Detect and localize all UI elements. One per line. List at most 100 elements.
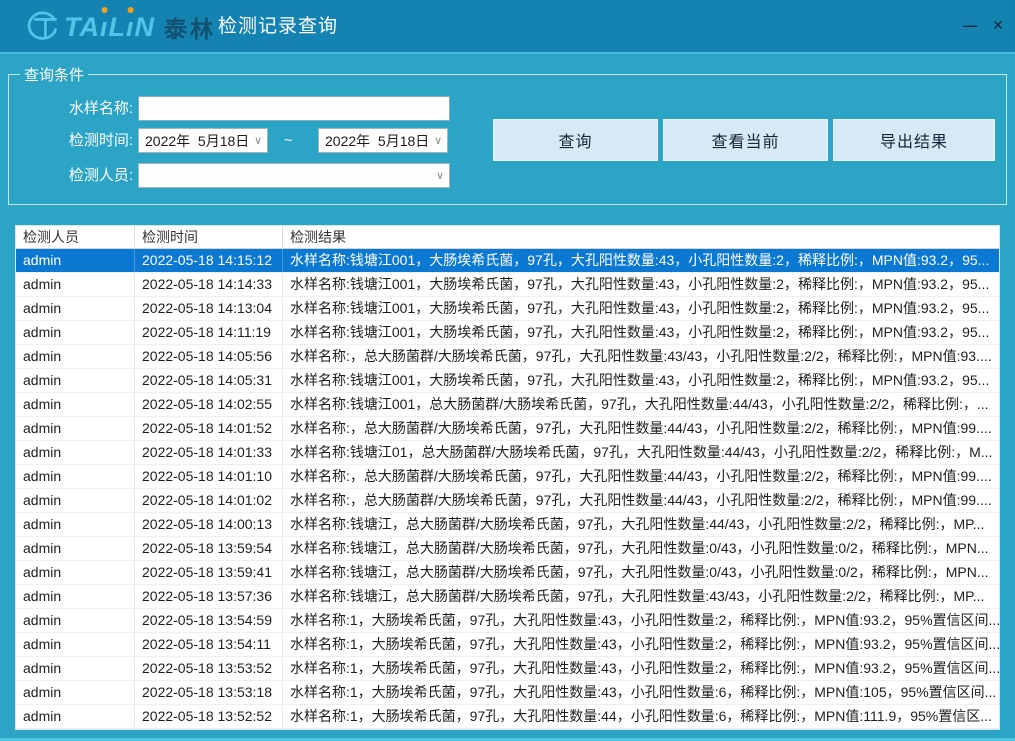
cell-time: 2022-05-18 14:01:52	[135, 417, 283, 440]
cell-time: 2022-05-18 13:52:52	[135, 705, 283, 728]
table-row[interactable]: admin 2022-05-18 13:54:11 水样名称:1，大肠埃希氏菌，…	[16, 633, 999, 657]
table-row[interactable]: admin 2022-05-18 13:57:36 水样名称:钱塘江，总大肠菌群…	[16, 585, 999, 609]
table-row[interactable]: admin 2022-05-18 13:52:52 水样名称:1，大肠埃希氏菌，…	[16, 705, 999, 729]
column-header-time[interactable]: 检测时间	[135, 226, 283, 248]
cell-person: admin	[16, 681, 135, 704]
cell-result: 水样名称:1，大肠埃希氏菌，97孔，大孔阳性数量:43，小孔阳性数量:6，稀释比…	[290, 684, 997, 700]
detection-person-combobox[interactable]: ∨	[138, 163, 450, 188]
chevron-down-icon[interactable]: ∨	[254, 135, 263, 147]
table-row[interactable]: admin 2022-05-18 14:05:56 水样名称:，总大肠菌群/大肠…	[16, 345, 999, 369]
cell-person: admin	[16, 297, 135, 320]
cell-person: admin	[16, 561, 135, 584]
table-row[interactable]: admin 2022-05-18 13:54:59 水样名称:1，大肠埃希氏菌，…	[16, 609, 999, 633]
query-conditions-legend: 查询条件	[24, 67, 85, 84]
cell-person: admin	[16, 585, 135, 608]
window-bottom-edge	[0, 738, 1015, 741]
table-row[interactable]: admin 2022-05-18 13:53:52 水样名称:1，大肠埃希氏菌，…	[16, 657, 999, 681]
cell-time: 2022-05-18 14:05:56	[135, 345, 283, 368]
cell-person: admin	[16, 465, 135, 488]
table-row[interactable]: admin 2022-05-18 14:05:31 水样名称:钱塘江001，大肠…	[16, 369, 999, 393]
date-from-value: 2022年 5月18日	[145, 132, 250, 149]
date-to-picker[interactable]: 2022年 5月18日 ∨	[318, 128, 448, 153]
column-header-result[interactable]: 检测结果	[290, 229, 346, 245]
detection-person-label: 检测人员:	[68, 167, 133, 184]
cell-time: 2022-05-18 13:54:11	[135, 633, 283, 656]
cell-person: admin	[16, 537, 135, 560]
cell-result: 水样名称:钱塘江，总大肠菌群/大肠埃希氏菌，97孔，大孔阳性数量:0/43，小孔…	[290, 540, 989, 556]
cell-person: admin	[16, 393, 135, 416]
cell-result: 水样名称:1，大肠埃希氏菌，97孔，大孔阳性数量:43，小孔阳性数量:2，稀释比…	[290, 636, 999, 652]
table-row[interactable]: admin 2022-05-18 13:59:54 水样名称:钱塘江，总大肠菌群…	[16, 537, 999, 561]
cell-result: 水样名称:1，大肠埃希氏菌，97孔，大孔阳性数量:43，小孔阳性数量:2，稀释比…	[290, 612, 999, 628]
date-range-separator: ~	[284, 132, 293, 149]
cell-time: 2022-05-18 14:05:31	[135, 369, 283, 392]
logo-dot-icon	[127, 6, 134, 13]
table-header-row: 检测人员 检测时间 检测结果	[16, 226, 999, 249]
table-row[interactable]: admin 2022-05-18 13:53:18 水样名称:1，大肠埃希氏菌，…	[16, 681, 999, 705]
cell-result: 水样名称:钱塘江01，总大肠菌群/大肠埃希氏菌，97孔，大孔阳性数量:44/43…	[290, 444, 993, 460]
date-from-picker[interactable]: 2022年 5月18日 ∨	[138, 128, 268, 153]
cell-person: admin	[16, 633, 135, 656]
cell-result: 水样名称:，总大肠菌群/大肠埃希氏菌，97孔，大孔阳性数量:44/43，小孔阳性…	[290, 492, 992, 508]
cell-result: 水样名称:钱塘江001，大肠埃希氏菌，97孔，大孔阳性数量:43，小孔阳性数量:…	[290, 252, 990, 268]
cell-time: 2022-05-18 14:01:33	[135, 441, 283, 464]
cell-result: 水样名称:钱塘江001，大肠埃希氏菌，97孔，大孔阳性数量:43，小孔阳性数量:…	[290, 300, 990, 316]
table-row[interactable]: admin 2022-05-18 14:01:33 水样名称:钱塘江01，总大肠…	[16, 441, 999, 465]
cell-time: 2022-05-18 13:59:54	[135, 537, 283, 560]
query-button[interactable]: 查询	[493, 119, 658, 161]
table-row[interactable]: admin 2022-05-18 14:01:10 水样名称:，总大肠菌群/大肠…	[16, 465, 999, 489]
cell-person: admin	[16, 705, 135, 728]
cell-person: admin	[16, 369, 135, 392]
cell-result: 水样名称:钱塘江001，总大肠菌群/大肠埃希氏菌，97孔，大孔阳性数量:44/4…	[290, 396, 989, 412]
cell-time: 2022-05-18 13:54:59	[135, 609, 283, 632]
cell-time: 2022-05-18 14:15:12	[135, 249, 283, 272]
chevron-down-icon[interactable]: ∨	[435, 170, 445, 182]
table-row[interactable]: admin 2022-05-18 14:01:52 水样名称:，总大肠菌群/大肠…	[16, 417, 999, 441]
cell-result: 水样名称:，总大肠菌群/大肠埃希氏菌，97孔，大孔阳性数量:44/43，小孔阳性…	[290, 468, 992, 484]
cell-result: 水样名称:钱塘江，总大肠菌群/大肠埃希氏菌，97孔，大孔阳性数量:43/43，小…	[290, 588, 985, 604]
cell-result: 水样名称:钱塘江，总大肠菌群/大肠埃希氏菌，97孔，大孔阳性数量:44/43，小…	[290, 516, 985, 532]
cell-person: admin	[16, 657, 135, 680]
table-row[interactable]: admin 2022-05-18 14:15:12 水样名称:钱塘江001，大肠…	[16, 249, 999, 273]
cell-time: 2022-05-18 13:53:52	[135, 657, 283, 680]
cell-time: 2022-05-18 14:02:55	[135, 393, 283, 416]
cell-result: 水样名称:，总大肠菌群/大肠埃希氏菌，97孔，大孔阳性数量:44/43，小孔阳性…	[290, 420, 992, 436]
cell-time: 2022-05-18 13:53:18	[135, 681, 283, 704]
table-row[interactable]: admin 2022-05-18 14:02:55 水样名称:钱塘江001，总大…	[16, 393, 999, 417]
table-row[interactable]: admin 2022-05-18 13:59:41 水样名称:钱塘江，总大肠菌群…	[16, 561, 999, 585]
cell-time: 2022-05-18 14:00:13	[135, 513, 283, 536]
table-row[interactable]: admin 2022-05-18 14:01:02 水样名称:，总大肠菌群/大肠…	[16, 489, 999, 513]
sample-name-label: 水样名称:	[68, 100, 133, 117]
table-row[interactable]: admin 2022-05-18 14:14:33 水样名称:钱塘江001，大肠…	[16, 273, 999, 297]
cell-time: 2022-05-18 14:14:33	[135, 273, 283, 296]
chevron-down-icon[interactable]: ∨	[434, 135, 443, 147]
cell-result: 水样名称:钱塘江001，大肠埃希氏菌，97孔，大孔阳性数量:43，小孔阳性数量:…	[290, 372, 990, 388]
view-current-button[interactable]: 查看当前	[663, 119, 828, 161]
cell-time: 2022-05-18 14:01:10	[135, 465, 283, 488]
table-row[interactable]: admin 2022-05-18 14:13:04 水样名称:钱塘江001，大肠…	[16, 297, 999, 321]
tailin-logo-mark-icon	[27, 11, 57, 40]
logo-chinese-text: 泰林	[164, 16, 217, 42]
table-row[interactable]: admin 2022-05-18 14:11:19 水样名称:钱塘江001，大肠…	[16, 321, 999, 345]
window-title: 检测记录查询	[218, 16, 339, 37]
cell-person: admin	[16, 345, 135, 368]
date-to-value: 2022年 5月18日	[325, 132, 430, 149]
close-button[interactable]: ✕	[992, 17, 1004, 33]
cell-result: 水样名称:1，大肠埃希氏菌，97孔，大孔阳性数量:44，小孔阳性数量:6，稀释比…	[290, 708, 992, 724]
cell-person: admin	[16, 321, 135, 344]
column-header-person[interactable]: 检测人员	[16, 226, 135, 248]
sample-name-input[interactable]	[138, 96, 450, 121]
export-results-button[interactable]: 导出结果	[833, 119, 995, 161]
table-row[interactable]: admin 2022-05-18 14:00:13 水样名称:钱塘江，总大肠菌群…	[16, 513, 999, 537]
cell-person: admin	[16, 441, 135, 464]
minimize-button[interactable]: —	[963, 17, 977, 33]
cell-person: admin	[16, 489, 135, 512]
cell-result: 水样名称:1，大肠埃希氏菌，97孔，大孔阳性数量:43，小孔阳性数量:2，稀释比…	[290, 660, 999, 676]
query-conditions-groupbox: 查询条件	[8, 64, 1007, 205]
cell-person: admin	[16, 513, 135, 536]
cell-time: 2022-05-18 13:57:36	[135, 585, 283, 608]
cell-person: admin	[16, 417, 135, 440]
